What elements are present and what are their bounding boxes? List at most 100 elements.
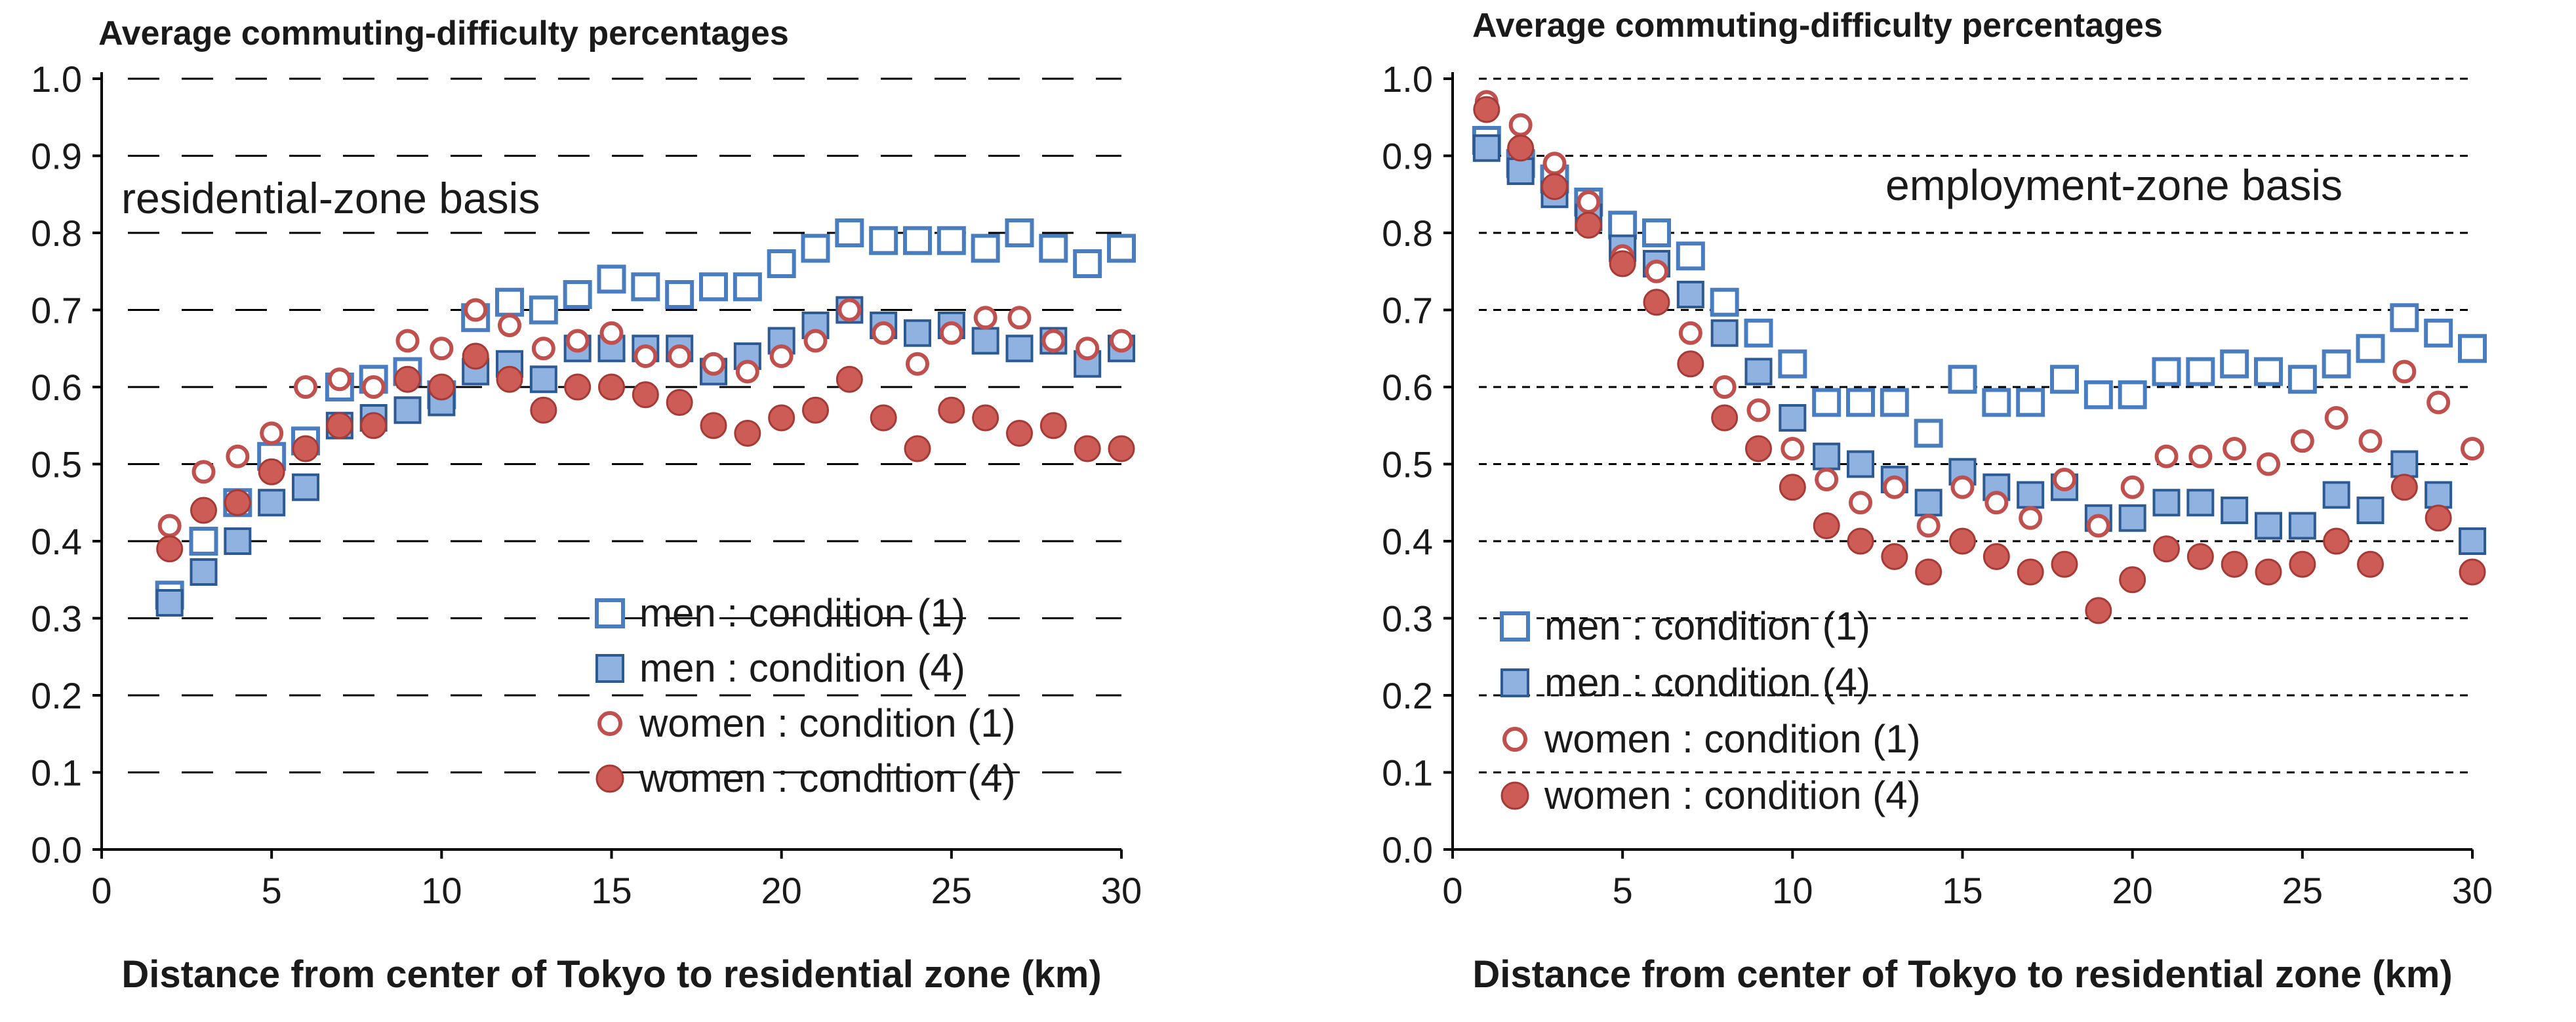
x-tick-label: 10	[421, 870, 462, 911]
y-tick-label: 0.0	[31, 829, 82, 870]
x-tick-label: 10	[1772, 870, 1813, 911]
data-point	[1108, 435, 1135, 462]
data-point	[1006, 420, 1033, 447]
data-point	[2017, 558, 2044, 586]
x-tick-label: 15	[591, 870, 632, 911]
chart-annotation: employment-zone basis	[1885, 161, 2343, 209]
legend-label: women : condition (4)	[639, 756, 1016, 800]
data-point	[1645, 259, 1668, 283]
data-point	[835, 365, 863, 393]
legend: men : condition (1) men : condition (4) wo…	[595, 591, 1016, 800]
x-axis-label: Distance from center of Tokyo to residen…	[121, 953, 1101, 996]
data-point	[224, 527, 252, 555]
legend-label: men : condition (1)	[639, 591, 965, 635]
y-tick-label: 0.5	[1382, 444, 1433, 485]
data-point	[668, 344, 692, 368]
data-point	[260, 421, 284, 445]
y-tick-label: 0.3	[1382, 598, 1433, 640]
data-point	[837, 298, 862, 322]
data-point	[1676, 241, 1705, 271]
legend-label: women : condition (1)	[639, 701, 1016, 745]
y-tick-label: 0.1	[1382, 752, 1433, 794]
data-point	[2152, 357, 2181, 386]
y-tick-label: 0.2	[1382, 675, 1433, 716]
x-tick-label: 20	[761, 870, 802, 911]
data-point	[835, 218, 864, 247]
x-tick-label: 25	[931, 870, 972, 911]
data-point	[1039, 412, 1067, 439]
data-point	[2287, 365, 2317, 394]
x-tick-label: 0	[1442, 870, 1462, 911]
data-point	[936, 226, 966, 255]
data-point	[1846, 388, 1875, 417]
data-point	[2118, 380, 2147, 409]
data-point	[462, 342, 489, 370]
data-point	[258, 458, 285, 485]
data-point	[394, 365, 421, 393]
legend-marker	[1500, 781, 1529, 810]
data-point	[2152, 489, 2181, 517]
data-point	[189, 527, 218, 556]
data-point	[2290, 429, 2314, 453]
data-point	[2186, 489, 2215, 517]
data-point	[2324, 406, 2348, 430]
legend-label: men : condition (4)	[1544, 661, 1870, 705]
x-tick-label: 15	[1942, 870, 1982, 911]
x-tick-label: 25	[2282, 870, 2323, 911]
data-point	[1041, 329, 1066, 353]
data-point	[1508, 113, 1533, 137]
data-point	[631, 272, 660, 302]
y-tick-label: 1.0	[31, 58, 82, 100]
data-point	[2288, 512, 2316, 540]
data-point	[2358, 429, 2383, 453]
data-point	[1506, 157, 1535, 185]
data-point	[1847, 450, 1874, 478]
data-point	[735, 359, 759, 384]
data-point	[2458, 334, 2487, 363]
data-point	[1914, 419, 1943, 448]
data-point	[2459, 527, 2486, 555]
data-point	[2053, 468, 2076, 491]
legend-marker	[595, 598, 625, 628]
data-point	[870, 404, 897, 432]
data-point	[1815, 468, 1839, 491]
data-point	[2221, 550, 2248, 578]
data-point	[769, 344, 794, 368]
data-point	[2356, 497, 2385, 524]
data-point	[872, 321, 896, 345]
data-point	[1813, 512, 1840, 539]
data-point	[702, 352, 725, 376]
data-point	[529, 295, 558, 325]
data-point	[2153, 535, 2180, 563]
series-3	[157, 298, 1133, 538]
data-point	[1781, 437, 1805, 460]
legend-label: men : condition (4)	[639, 646, 965, 690]
data-point	[2120, 475, 2144, 499]
data-point	[2083, 380, 2113, 409]
y-tick-label: 0.6	[1382, 367, 1433, 408]
data-point	[1677, 350, 1704, 378]
data-point	[393, 396, 422, 424]
x-tick-label: 20	[2112, 870, 2153, 911]
chart-1: Average commuting-difficulty percentages…	[31, 14, 1142, 996]
data-point	[2390, 303, 2419, 333]
data-point	[326, 412, 353, 439]
data-point	[1110, 329, 1133, 353]
data-point	[767, 249, 796, 278]
legend-marker	[595, 654, 624, 683]
data-point	[2016, 388, 2045, 417]
data-point	[1744, 358, 1773, 386]
data-point	[292, 473, 319, 501]
chart-2: Average commuting-difficulty percentages…	[1382, 7, 2493, 996]
legend-label: women : condition (1)	[1544, 717, 1921, 761]
data-point	[1949, 527, 1976, 555]
data-point	[2186, 543, 2214, 570]
data-point	[2154, 444, 2179, 468]
data-point	[1678, 321, 1702, 345]
data-point	[1107, 234, 1136, 263]
data-point	[734, 420, 761, 447]
data-point	[155, 589, 184, 617]
data-point	[802, 396, 829, 424]
x-tick-label: 30	[2452, 870, 2493, 911]
